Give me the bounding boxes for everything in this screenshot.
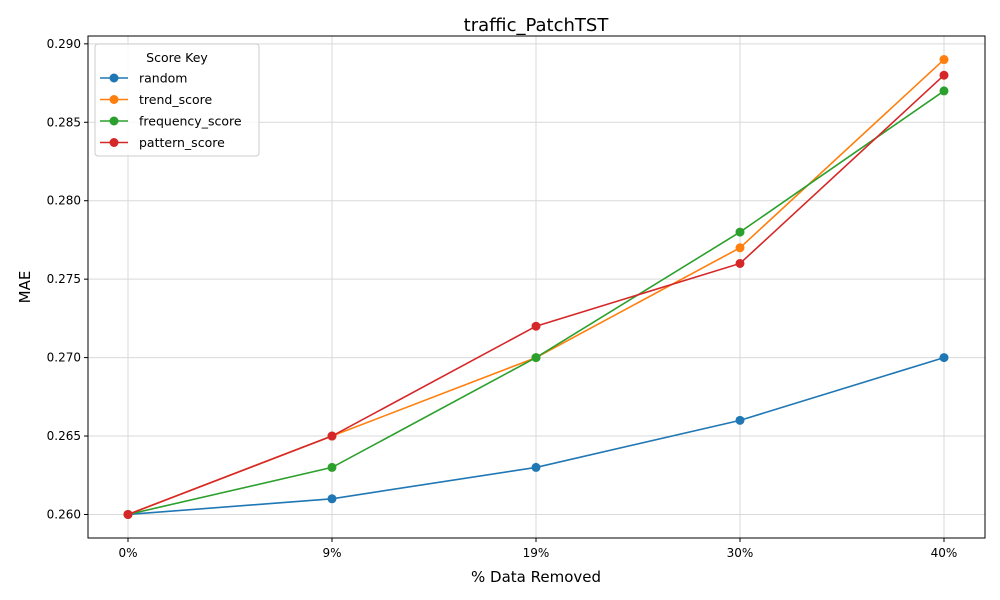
y-tick-label: 0.260 <box>47 507 81 521</box>
point-frequency_score <box>531 353 541 363</box>
y-tick-label: 0.290 <box>47 37 81 51</box>
series-lines <box>123 55 949 519</box>
y-tick-label: 0.275 <box>47 272 81 286</box>
point-pattern_score <box>735 258 745 268</box>
x-tick-label: 19% <box>523 546 550 560</box>
legend-marker-random <box>109 73 119 83</box>
chart-title: traffic_PatchTST <box>464 15 610 36</box>
y-tick-label: 0.270 <box>47 351 81 365</box>
y-tick-label: 0.285 <box>47 115 81 129</box>
point-random <box>735 415 745 425</box>
y-axis-label: MAE <box>16 271 34 304</box>
point-pattern_score <box>327 431 337 441</box>
point-pattern_score <box>939 70 949 80</box>
legend-marker-pattern_score <box>109 138 119 147</box>
point-frequency_score <box>327 462 337 472</box>
point-random <box>531 462 541 472</box>
point-random <box>327 494 337 504</box>
legend-label-random: random <box>139 71 187 86</box>
legend-marker-frequency_score <box>109 116 119 126</box>
point-trend_score <box>939 55 949 65</box>
point-frequency_score <box>939 86 949 96</box>
x-tick-label: 30% <box>727 546 754 560</box>
plot-frame <box>87 35 986 539</box>
x-axis-ticks: 0% 9% 19% 30% 40% <box>118 538 957 560</box>
point-pattern_score <box>123 509 133 519</box>
legend-label-pattern_score: pattern_score <box>139 135 225 150</box>
y-tick-label: 0.265 <box>47 429 81 443</box>
y-axis-ticks: 0.260 0.265 0.270 0.275 0.280 0.285 0.290 <box>47 37 88 521</box>
point-frequency_score <box>735 227 745 237</box>
point-trend_score <box>735 243 745 253</box>
legend-label-frequency_score: frequency_score <box>139 114 242 129</box>
x-tick-label: 40% <box>931 546 958 560</box>
y-tick-label: 0.280 <box>47 194 81 208</box>
legend-marker-trend_score <box>109 95 119 104</box>
x-tick-label: 0% <box>118 546 137 560</box>
point-pattern_score <box>531 321 541 331</box>
legend-label-trend_score: trend_score <box>139 92 212 107</box>
legend-box <box>94 43 260 157</box>
point-random <box>939 353 949 363</box>
x-tick-label: 9% <box>322 546 341 560</box>
legend-title: Score Key <box>146 50 208 65</box>
x-axis-label: % Data Removed <box>471 568 601 586</box>
legend: Score Key random trend_score frequency_sco… <box>94 43 260 157</box>
